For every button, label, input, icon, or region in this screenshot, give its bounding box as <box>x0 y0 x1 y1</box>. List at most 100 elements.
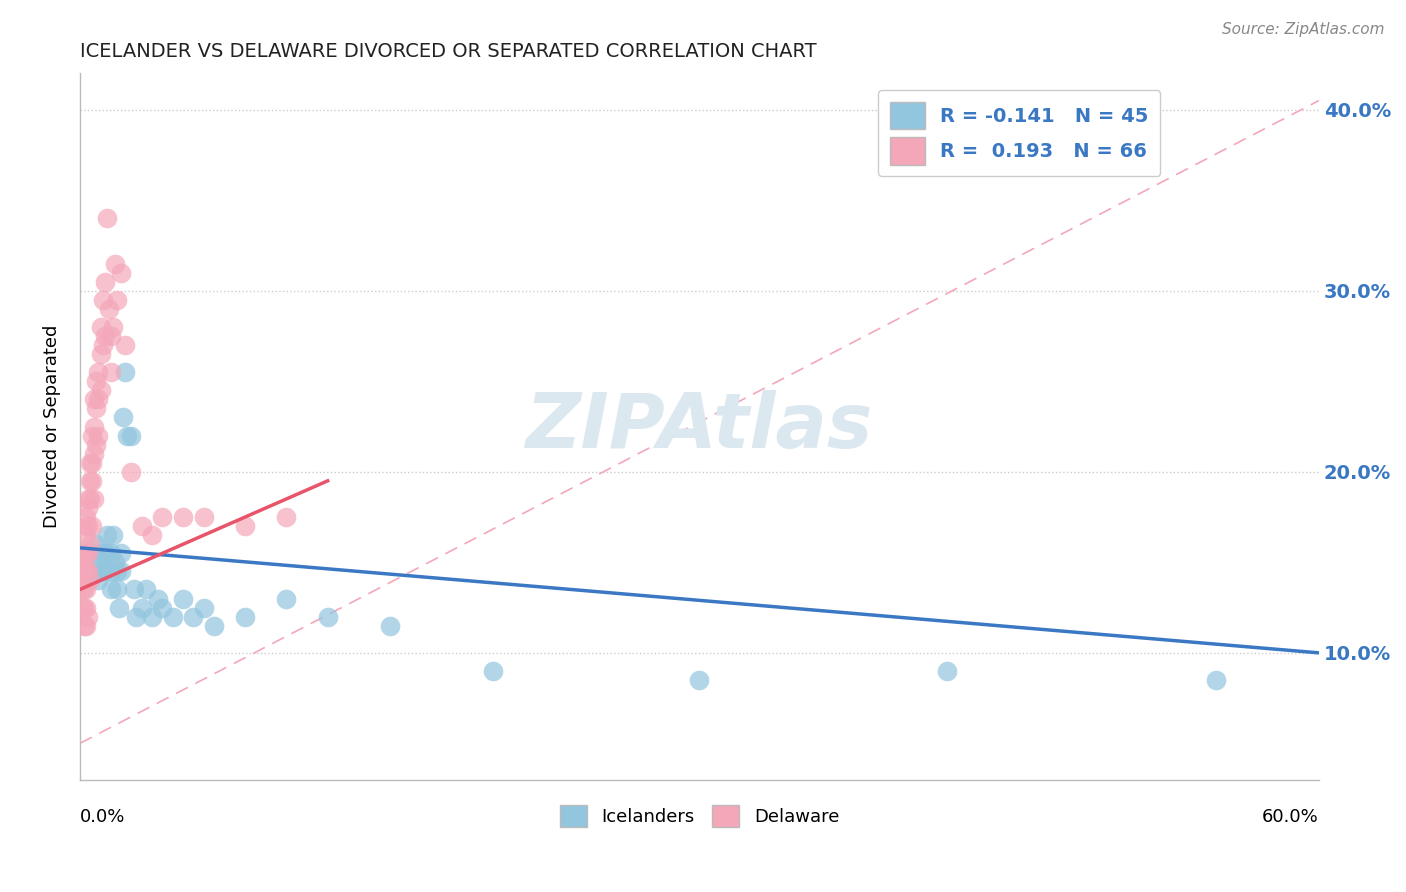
Point <box>77 491 100 506</box>
Point <box>75 582 97 597</box>
Point <box>101 528 124 542</box>
Point <box>70 582 93 597</box>
Point <box>79 546 101 560</box>
Point <box>79 574 101 588</box>
Point <box>100 365 122 379</box>
Point <box>73 555 96 569</box>
Point <box>110 565 132 579</box>
Point <box>82 428 104 442</box>
Point <box>91 338 114 352</box>
Point <box>83 491 105 506</box>
Point <box>89 565 111 579</box>
Point <box>73 582 96 597</box>
Point <box>183 609 205 624</box>
Point <box>101 320 124 334</box>
Point <box>82 519 104 533</box>
Y-axis label: Divorced or Separated: Divorced or Separated <box>44 325 60 528</box>
Point <box>75 510 97 524</box>
Point <box>97 301 120 316</box>
Text: ZIPAtlas: ZIPAtlas <box>526 390 873 464</box>
Point <box>100 565 122 579</box>
Point <box>86 401 108 416</box>
Point <box>105 293 128 307</box>
Point <box>79 537 101 551</box>
Point <box>73 546 96 560</box>
Point <box>82 456 104 470</box>
Point <box>93 329 115 343</box>
Point <box>104 256 127 270</box>
Point <box>96 528 118 542</box>
Point <box>70 600 93 615</box>
Point <box>121 465 143 479</box>
Point <box>114 365 136 379</box>
Point <box>105 565 128 579</box>
Point <box>688 673 710 687</box>
Point <box>89 384 111 398</box>
Point <box>83 565 105 579</box>
Legend: Icelanders, Delaware: Icelanders, Delaware <box>553 797 846 834</box>
Point <box>96 211 118 226</box>
Point <box>110 546 132 560</box>
Point <box>152 510 174 524</box>
Point <box>233 519 256 533</box>
Point <box>162 609 184 624</box>
Point <box>73 565 96 579</box>
Point <box>378 618 401 632</box>
Point <box>104 555 127 569</box>
Point <box>202 618 225 632</box>
Point <box>276 591 298 606</box>
Point <box>96 546 118 560</box>
Point <box>79 491 101 506</box>
Point <box>117 428 139 442</box>
Text: 0.0%: 0.0% <box>80 808 125 826</box>
Point <box>112 410 135 425</box>
Point <box>83 447 105 461</box>
Point <box>79 456 101 470</box>
Point <box>87 365 110 379</box>
Point <box>93 546 115 560</box>
Point <box>100 329 122 343</box>
Point <box>75 618 97 632</box>
Point <box>108 600 131 615</box>
Point <box>131 519 153 533</box>
Point <box>93 275 115 289</box>
Point <box>87 392 110 407</box>
Point <box>100 582 122 597</box>
Point <box>1205 673 1227 687</box>
Point <box>482 664 505 678</box>
Point <box>110 266 132 280</box>
Point <box>70 565 93 579</box>
Point <box>141 528 163 542</box>
Point <box>316 609 339 624</box>
Point <box>193 510 215 524</box>
Point <box>89 320 111 334</box>
Point <box>77 519 100 533</box>
Point <box>135 582 157 597</box>
Point <box>87 428 110 442</box>
Point <box>233 609 256 624</box>
Point <box>83 419 105 434</box>
Point <box>86 537 108 551</box>
Point <box>100 546 122 560</box>
Point <box>75 546 97 560</box>
Point <box>77 501 100 516</box>
Point <box>86 374 108 388</box>
Point <box>82 474 104 488</box>
Text: 60.0%: 60.0% <box>1263 808 1319 826</box>
Point <box>83 392 105 407</box>
Point <box>172 591 194 606</box>
Point <box>193 600 215 615</box>
Point <box>75 565 97 579</box>
Point <box>79 474 101 488</box>
Point <box>936 664 959 678</box>
Point <box>114 338 136 352</box>
Text: ICELANDER VS DELAWARE DIVORCED OR SEPARATED CORRELATION CHART: ICELANDER VS DELAWARE DIVORCED OR SEPARA… <box>80 42 817 61</box>
Point <box>131 600 153 615</box>
Point <box>77 609 100 624</box>
Text: Source: ZipAtlas.com: Source: ZipAtlas.com <box>1222 22 1385 37</box>
Point <box>93 565 115 579</box>
Point <box>86 555 108 569</box>
Point <box>122 582 145 597</box>
Point <box>86 437 108 451</box>
Point <box>73 618 96 632</box>
